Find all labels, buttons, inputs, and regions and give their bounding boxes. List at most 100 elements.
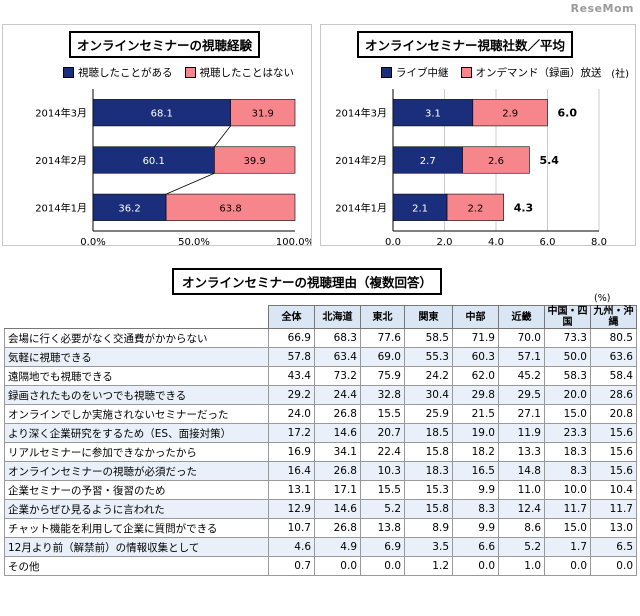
table-cell: 32.8 <box>360 385 405 405</box>
table-cell: 11.9 <box>498 423 545 443</box>
row-label: オンラインセミナーの視聴が必須だった <box>4 461 269 481</box>
table-row: その他 0.7 0.0 0.0 1.2 0.0 1.0 0.0 0.0 <box>4 556 637 576</box>
table-cell: 60.3 <box>452 347 499 367</box>
x-tick-label: 2.0 <box>437 237 453 247</box>
legend-label-series-2: 視聴したことはない <box>199 67 295 79</box>
chart-plot-area: 0.0% 50.0% 100.0% 2014年3月 68.1 31.9 2014年2月 60.… <box>35 89 311 247</box>
table-cell: 4.9 <box>314 537 361 557</box>
table-cell: 15.5 <box>360 404 405 424</box>
data-label-series-1: 36.2 <box>118 203 140 214</box>
table-cell: 20.0 <box>544 385 591 405</box>
table-cell: 73.2 <box>314 366 361 386</box>
column-header: 中国・四国 <box>544 305 591 329</box>
table-cell: 15.6 <box>590 461 637 481</box>
row-label: その他 <box>4 556 269 576</box>
table-cell: 63.6 <box>590 347 637 367</box>
table-header-blank <box>4 305 269 329</box>
column-header: 近畿 <box>498 305 545 329</box>
row-label: 録画されたものをいつでも視聴できる <box>4 385 269 405</box>
series-connector-line <box>165 172 215 195</box>
table-cell: 24.2 <box>404 366 453 386</box>
data-label-series-1: 3.1 <box>425 109 441 120</box>
table-cell: 29.8 <box>452 385 499 405</box>
total-label: 5.4 <box>539 154 559 167</box>
category-label: 2014年2月 <box>35 154 87 167</box>
table-row: 録画されたものをいつでも視聴できる 29.2 24.4 32.8 30.4 29.8 29.… <box>4 385 637 405</box>
bar-series-1 <box>392 193 448 221</box>
chart-plot-area: 0.0 2.0 4.0 6.0 8.0 2014年3月 3.1 2.9 6.0 2014年2月 2.… <box>335 89 607 247</box>
column-header: 関東 <box>404 305 453 329</box>
row-label: 12月より前（解禁前）の情報収集として <box>4 537 269 557</box>
table-cell: 26.8 <box>314 404 361 424</box>
table-cell: 27.1 <box>498 404 545 424</box>
column-header: 九州・沖縄 <box>590 305 637 329</box>
table-cell: 58.5 <box>404 328 453 348</box>
legend-swatch-series-2 <box>184 67 196 78</box>
table-cell: 57.1 <box>498 347 545 367</box>
table-cell: 24.0 <box>268 404 315 424</box>
table-row: オンラインでしか実施されないセミナーだった 24.0 26.8 15.5 25.9 21.… <box>4 404 637 424</box>
row-label: 遠隔地でも視聴できる <box>4 366 269 386</box>
table-cell: 8.9 <box>404 518 453 538</box>
table-cell: 20.8 <box>590 404 637 424</box>
table-cell: 6.5 <box>590 537 637 557</box>
table-cell: 0.0 <box>452 556 499 576</box>
table-cell: 5.2 <box>498 537 545 557</box>
table-cell: 8.3 <box>452 499 499 519</box>
table-cell: 58.3 <box>544 366 591 386</box>
table-cell: 29.2 <box>268 385 315 405</box>
data-label-series-1: 2.7 <box>420 156 436 167</box>
table-cell: 1.7 <box>544 537 591 557</box>
table-cell: 12.4 <box>498 499 545 519</box>
x-tick-label: 100.0% <box>276 237 311 247</box>
table-cell: 12.9 <box>268 499 315 519</box>
table-cell: 70.0 <box>498 328 545 348</box>
table-cell: 17.2 <box>268 423 315 443</box>
table-cell: 11.7 <box>544 499 591 519</box>
bar-series-1 <box>392 146 463 174</box>
table-row: 会場に行く必要がなく交通費がかからない 66.9 68.3 77.6 58.5 71.9 7… <box>4 328 637 348</box>
table-cell: 55.3 <box>404 347 453 367</box>
legend-label-series-2: オンデマンド（録画）放送 <box>475 67 602 79</box>
table-cell: 45.2 <box>498 366 545 386</box>
category-label: 2014年1月 <box>335 201 387 214</box>
table-cell: 0.0 <box>360 556 405 576</box>
table-cell: 1.0 <box>498 556 545 576</box>
table-cell: 63.4 <box>314 347 361 367</box>
table-cell: 0.0 <box>544 556 591 576</box>
table-cell: 0.7 <box>268 556 315 576</box>
row-label: チャット機能を利用して企業に質問ができる <box>4 518 269 538</box>
table-cell: 0.0 <box>314 556 361 576</box>
row-label: 気軽に視聴できる <box>4 347 269 367</box>
table-title: オンラインセミナーの視聴理由（複数回答） <box>172 268 443 295</box>
table-cell: 15.0 <box>544 404 591 424</box>
table-cell: 8.3 <box>544 461 591 481</box>
table-cell: 62.0 <box>452 366 499 386</box>
table-cell: 14.6 <box>314 499 361 519</box>
table-cell: 66.9 <box>268 328 315 348</box>
data-label-series-1: 68.1 <box>151 109 173 120</box>
column-header: 中部 <box>452 305 499 329</box>
table-cell: 15.0 <box>544 518 591 538</box>
table-cell: 73.3 <box>544 328 591 348</box>
legend-label-series-1: 視聴したことがある <box>78 67 173 79</box>
x-tick-label: 50.0% <box>178 237 210 247</box>
table-cell: 71.9 <box>452 328 499 348</box>
table-cell: 28.6 <box>590 385 637 405</box>
table-cell: 16.9 <box>268 442 315 462</box>
table-cell: 3.5 <box>404 537 453 557</box>
table-cell: 16.5 <box>452 461 499 481</box>
legend-swatch-series-1 <box>63 67 74 78</box>
chart-title: オンラインセミナー視聴社数／平均 <box>357 31 574 58</box>
table-cell: 14.8 <box>498 461 545 481</box>
table-unit: (%) <box>594 293 611 304</box>
table-cell: 21.5 <box>452 404 499 424</box>
bar-series-1 <box>92 146 215 174</box>
category-label: 2014年3月 <box>35 107 87 120</box>
table-cell: 43.4 <box>268 366 315 386</box>
chart-unit: (社) <box>611 69 629 80</box>
column-header: 北海道 <box>314 305 361 329</box>
row-label: 企業からぜひ見るように言われた <box>4 499 269 519</box>
data-label-series-2: 2.6 <box>488 156 504 167</box>
row-label: より深く企業研究をするため（ES、面接対策） <box>4 423 269 443</box>
